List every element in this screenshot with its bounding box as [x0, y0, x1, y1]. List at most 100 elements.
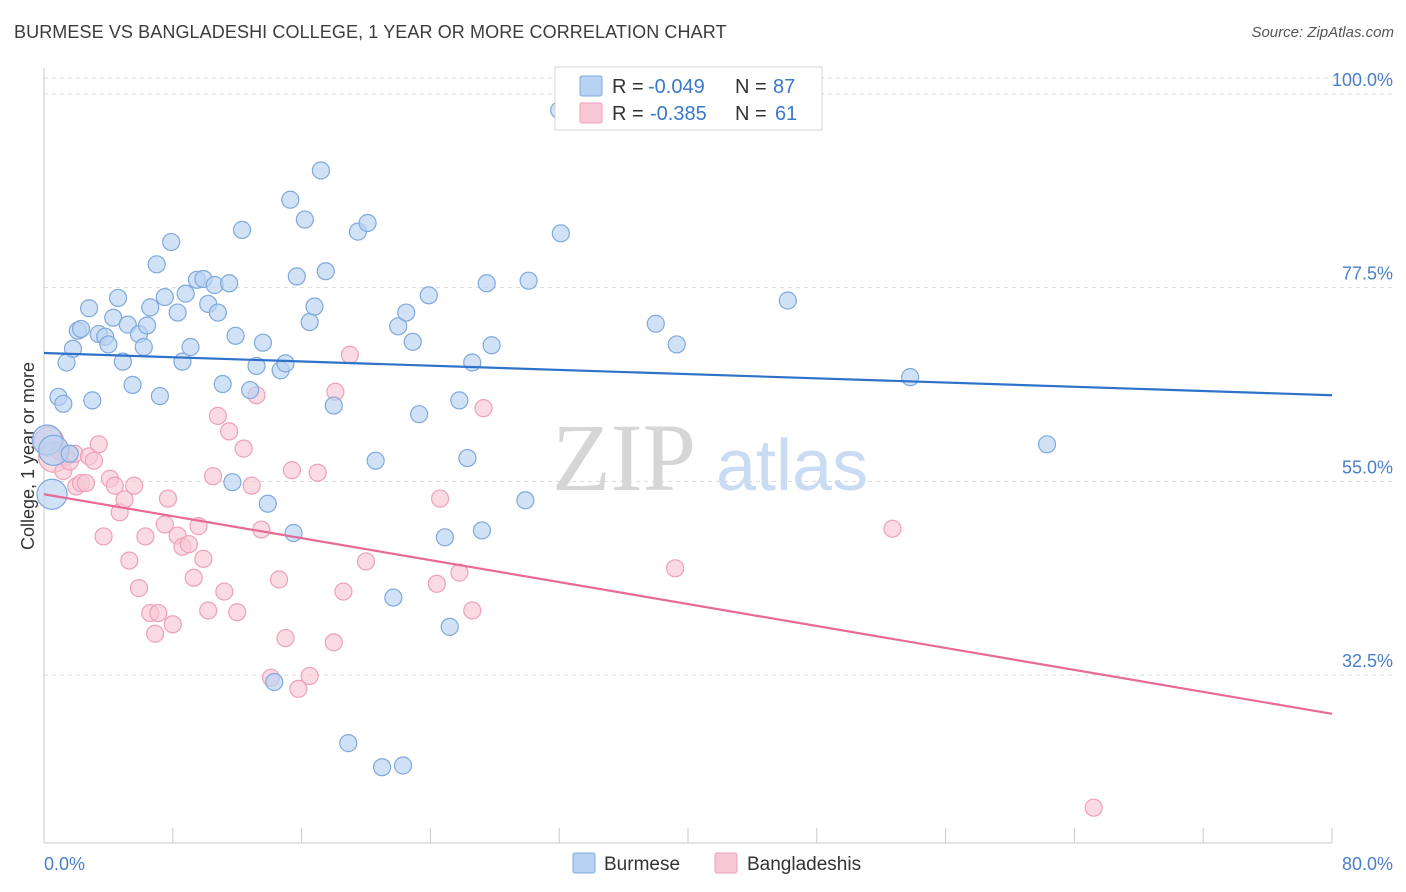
- burmese-point: [247, 356, 266, 376]
- burmese-point: [36, 478, 68, 510]
- burmese-point: [284, 523, 303, 543]
- bangladeshi-point: [228, 603, 247, 622]
- bangladeshi-point: [269, 570, 289, 589]
- x-tick-label-max: 80.0%: [1342, 854, 1393, 874]
- watermark: ZIP atlas: [552, 404, 868, 511]
- burmese-point: [208, 303, 227, 322]
- bangladeshi-point: [84, 451, 104, 470]
- bangladeshi-point: [324, 633, 343, 652]
- burmese-point: [324, 396, 343, 415]
- burmese-point: [450, 391, 469, 410]
- gridlines: [44, 77, 1392, 676]
- burmese-point: [373, 758, 392, 777]
- burmese-point: [213, 374, 232, 394]
- burmese-point: [778, 291, 797, 310]
- bottom-legend-burmese-label: Burmese: [604, 854, 680, 875]
- bangladeshi-point: [184, 568, 203, 587]
- legend-bangladeshi-r-value: -0.385: [650, 103, 707, 125]
- bangladeshi-point: [163, 615, 182, 634]
- burmese-point: [265, 672, 284, 692]
- burmese-point: [223, 473, 242, 492]
- bangladeshi-point: [145, 624, 165, 643]
- bangladeshi-point: [120, 551, 139, 570]
- legend-bangladeshi-swatch: [579, 102, 603, 124]
- burmese-point: [162, 232, 181, 252]
- bangladeshi-trend-line: [43, 493, 1333, 715]
- burmese-point: [287, 267, 306, 286]
- bangladeshi-point: [76, 473, 95, 493]
- watermark-atlas: atlas: [716, 426, 868, 506]
- burmese-point: [79, 299, 99, 318]
- legend-burmese-n-value: 87: [773, 76, 795, 98]
- bangladeshi-point: [334, 582, 353, 601]
- bangladeshi-point: [300, 666, 319, 686]
- bangladeshi-point: [203, 467, 223, 486]
- bangladeshi-point: [276, 628, 295, 648]
- burmese-point: [134, 337, 153, 357]
- burmese-point: [358, 213, 377, 233]
- burmese-point: [393, 756, 413, 775]
- y-tick-label: 55.0%: [1342, 457, 1393, 477]
- burmese-point: [410, 405, 429, 424]
- burmese-point: [1037, 435, 1057, 454]
- burmese-point: [168, 303, 187, 322]
- burmese-point: [901, 368, 920, 387]
- x-tick-label-min: 0.0%: [44, 854, 85, 874]
- legend-burmese-r-value: -0.049: [648, 76, 705, 98]
- bangladeshi-point: [883, 519, 902, 538]
- burmese-point: [316, 262, 335, 281]
- bangladeshi-point: [474, 399, 493, 418]
- bottom-legend: Burmese Bangladeshis: [572, 852, 861, 875]
- burmese-point: [646, 314, 665, 333]
- bangladeshi-point: [463, 601, 482, 620]
- bangladeshi-point: [179, 535, 198, 554]
- burmese-point: [435, 528, 454, 547]
- burmese-point: [458, 448, 477, 468]
- legend-box: R = -0.049 N = 87 R = -0.385 N = 61: [554, 66, 823, 131]
- burmese-point: [253, 333, 273, 352]
- burmese-point: [339, 734, 358, 753]
- legend-bangladeshi-n-value: 61: [775, 103, 797, 125]
- burmese-point: [155, 287, 174, 307]
- trend-lines: [43, 351, 1333, 715]
- bangladeshi-point: [289, 679, 308, 698]
- bangladeshi-point: [220, 422, 239, 441]
- y-tick-labels: 32.5% 55.0% 77.5% 100.0%: [1332, 70, 1393, 671]
- series-burmese-points: [31, 101, 1057, 777]
- burmese-point: [232, 220, 252, 239]
- bottom-legend-burmese-swatch: [572, 852, 596, 874]
- burmese-point: [384, 588, 403, 607]
- bangladeshi-point: [125, 476, 144, 495]
- burmese-point: [220, 274, 239, 293]
- burmese-point: [519, 271, 538, 290]
- y-tick-label: 77.5%: [1342, 264, 1393, 284]
- burmese-point: [295, 210, 314, 229]
- burmese-point: [99, 335, 118, 354]
- burmese-point: [300, 312, 319, 332]
- burmese-point: [240, 380, 260, 400]
- burmese-point: [147, 255, 166, 274]
- bangladeshi-point: [208, 406, 227, 425]
- burmese-point: [104, 308, 123, 327]
- bangladeshi-point: [666, 559, 685, 578]
- bangladeshi-point: [215, 582, 234, 601]
- bangladeshi-point: [282, 461, 302, 480]
- bangladeshi-point: [427, 574, 446, 593]
- burmese-point: [477, 274, 496, 293]
- burmese-point: [419, 286, 438, 305]
- burmese-point: [123, 375, 142, 394]
- burmese-point: [305, 297, 324, 316]
- burmese-point: [482, 336, 501, 355]
- bottom-legend-bangladeshi-swatch: [714, 852, 738, 874]
- x-ticks: [43, 828, 1333, 843]
- burmese-point: [389, 317, 408, 336]
- y-axis-label: College, 1 year or more: [18, 362, 38, 550]
- y-tick-label: 32.5%: [1342, 651, 1393, 671]
- bangladeshi-point: [105, 476, 124, 495]
- legend-burmese-r-label: R =: [612, 76, 644, 98]
- burmese-point: [113, 352, 132, 371]
- source-label: Source: ZipAtlas.com: [1251, 24, 1394, 41]
- bangladeshi-point: [194, 549, 213, 568]
- burmese-point: [472, 521, 492, 540]
